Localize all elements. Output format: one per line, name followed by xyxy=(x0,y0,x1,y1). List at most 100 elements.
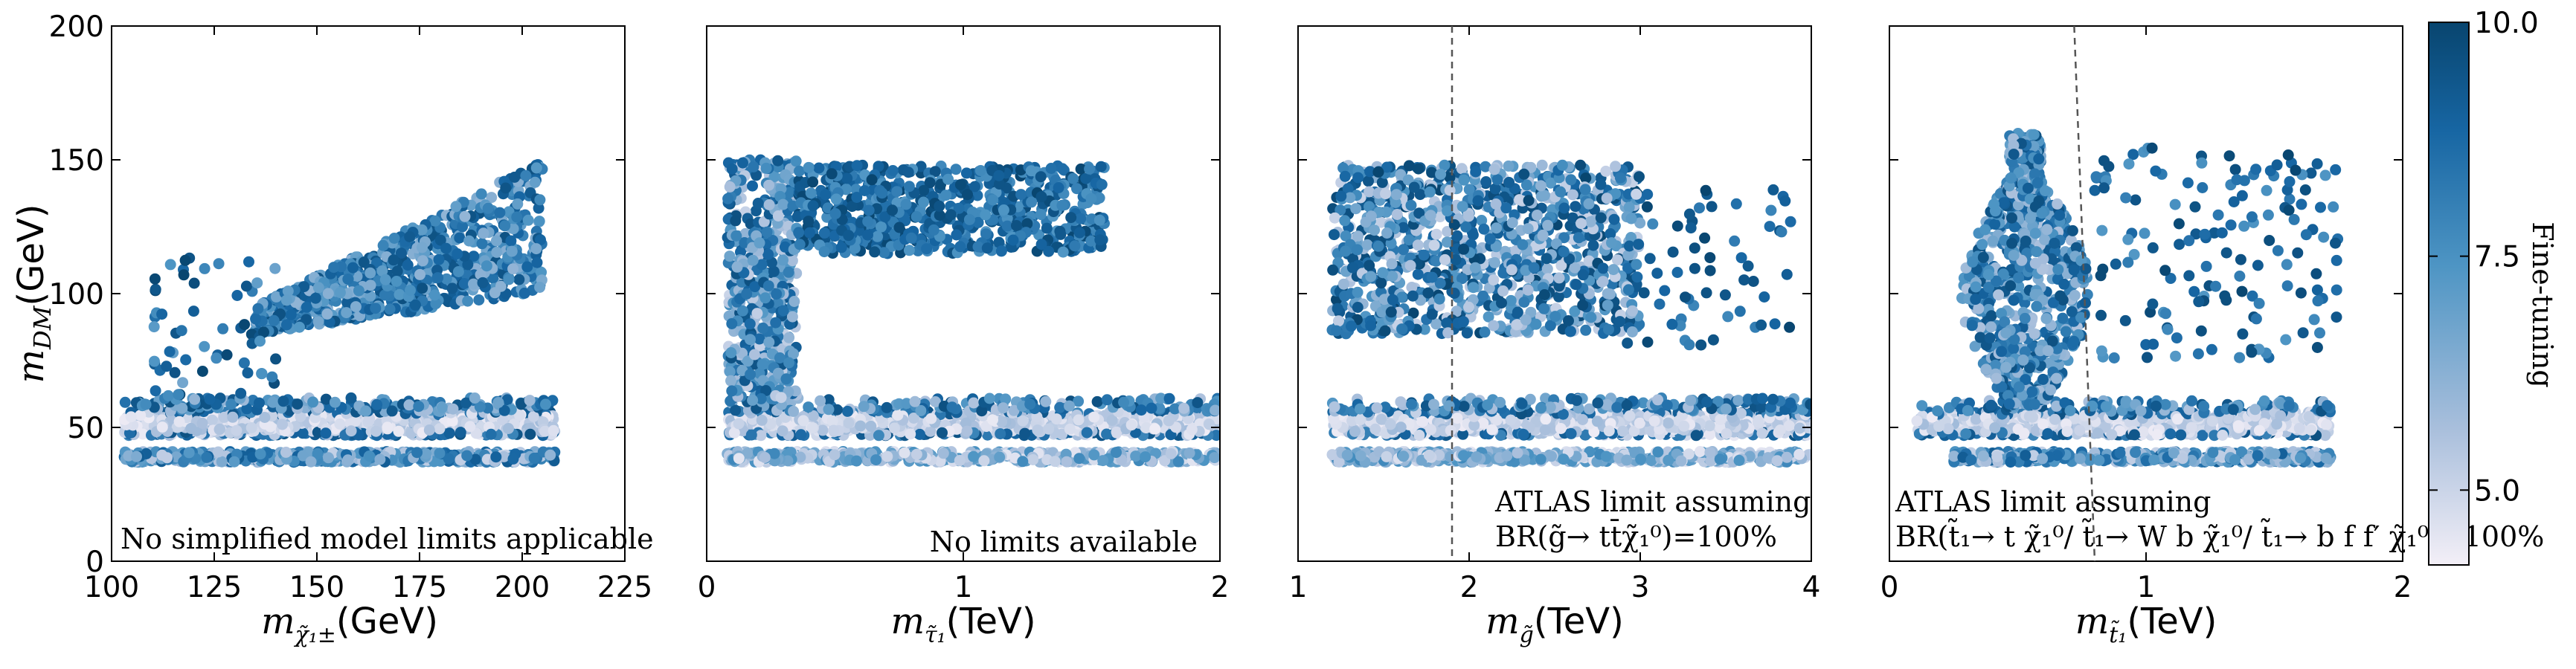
data-point xyxy=(320,393,332,405)
data-point xyxy=(395,248,407,259)
data-point xyxy=(1073,395,1085,407)
data-point xyxy=(443,453,455,465)
data-point xyxy=(925,425,937,437)
data-point xyxy=(524,395,536,407)
data-point xyxy=(125,411,137,423)
data-point xyxy=(1125,419,1137,431)
data-point xyxy=(745,369,757,381)
data-point xyxy=(285,308,297,320)
data-point xyxy=(271,291,282,303)
data-point xyxy=(725,347,737,358)
data-point xyxy=(199,262,211,274)
data-point xyxy=(482,202,494,214)
data-point xyxy=(1027,454,1039,465)
data-point xyxy=(724,366,736,378)
data-point xyxy=(1061,456,1073,468)
data-point xyxy=(722,193,734,204)
data-point xyxy=(496,414,508,426)
data-point xyxy=(1154,402,1166,414)
data-point xyxy=(277,418,289,430)
data-point xyxy=(312,447,324,459)
data-point xyxy=(176,402,188,414)
data-point xyxy=(968,450,980,462)
data-point xyxy=(1050,413,1062,425)
data-point xyxy=(459,210,471,222)
data-point xyxy=(131,450,142,462)
data-point xyxy=(298,281,310,293)
data-point xyxy=(469,453,481,465)
data-point xyxy=(196,417,208,429)
data-point xyxy=(245,422,257,433)
data-point xyxy=(477,277,489,288)
data-point xyxy=(993,236,1005,248)
data-point xyxy=(256,368,268,380)
data-point xyxy=(305,456,317,468)
data-point xyxy=(788,296,800,307)
y-tick-label: 0 xyxy=(86,546,104,579)
data-point xyxy=(231,290,243,301)
data-point xyxy=(297,450,309,462)
data-point xyxy=(457,221,469,233)
data-point xyxy=(831,404,843,416)
data-point xyxy=(140,398,152,410)
data-point xyxy=(726,163,738,175)
data-point xyxy=(760,162,772,174)
data-point xyxy=(870,454,882,466)
data-point xyxy=(1043,423,1055,435)
data-point xyxy=(180,354,192,366)
data-point xyxy=(1183,447,1195,459)
data-point xyxy=(755,392,767,404)
data-point xyxy=(1049,456,1061,468)
data-point xyxy=(173,416,185,427)
data-point xyxy=(888,422,900,434)
data-point xyxy=(225,398,237,410)
data-point xyxy=(539,425,551,437)
y-tick-label: 100 xyxy=(49,278,104,311)
data-point xyxy=(892,410,904,421)
data-point xyxy=(1155,392,1167,404)
data-point xyxy=(756,414,768,426)
data-point xyxy=(828,424,840,436)
data-point xyxy=(280,446,292,458)
data-point xyxy=(784,187,795,198)
data-point xyxy=(983,392,995,404)
data-point xyxy=(1088,411,1100,423)
data-point xyxy=(873,430,884,442)
data-point xyxy=(277,395,289,407)
data-point xyxy=(189,393,201,405)
data-point xyxy=(258,326,269,338)
data-point xyxy=(156,421,168,433)
data-point xyxy=(754,333,765,345)
data-point xyxy=(347,262,359,274)
data-point xyxy=(739,227,751,239)
data-point xyxy=(978,455,990,467)
data-point xyxy=(301,301,312,313)
data-point xyxy=(763,179,775,191)
data-point xyxy=(334,287,346,299)
data-point xyxy=(178,269,190,281)
data-point xyxy=(745,429,757,441)
data-point xyxy=(307,396,319,408)
data-point xyxy=(772,297,783,309)
y-axis-label: mDM(GeV) xyxy=(10,204,57,384)
data-point xyxy=(1024,398,1036,410)
data-point xyxy=(954,455,966,466)
data-point xyxy=(783,357,795,369)
data-point xyxy=(527,410,539,422)
data-point xyxy=(794,165,805,177)
y-axis-label-var: m xyxy=(10,349,52,384)
data-point xyxy=(388,254,399,266)
data-point xyxy=(221,349,233,361)
data-point xyxy=(214,423,225,435)
data-point xyxy=(342,274,354,285)
data-point xyxy=(779,241,791,253)
data-point xyxy=(995,428,1006,440)
data-point xyxy=(1064,400,1075,412)
data-point xyxy=(759,452,771,463)
data-point xyxy=(341,297,353,308)
data-point xyxy=(201,451,213,463)
data-point xyxy=(534,282,546,293)
data-point xyxy=(759,292,771,304)
data-point xyxy=(511,211,523,223)
